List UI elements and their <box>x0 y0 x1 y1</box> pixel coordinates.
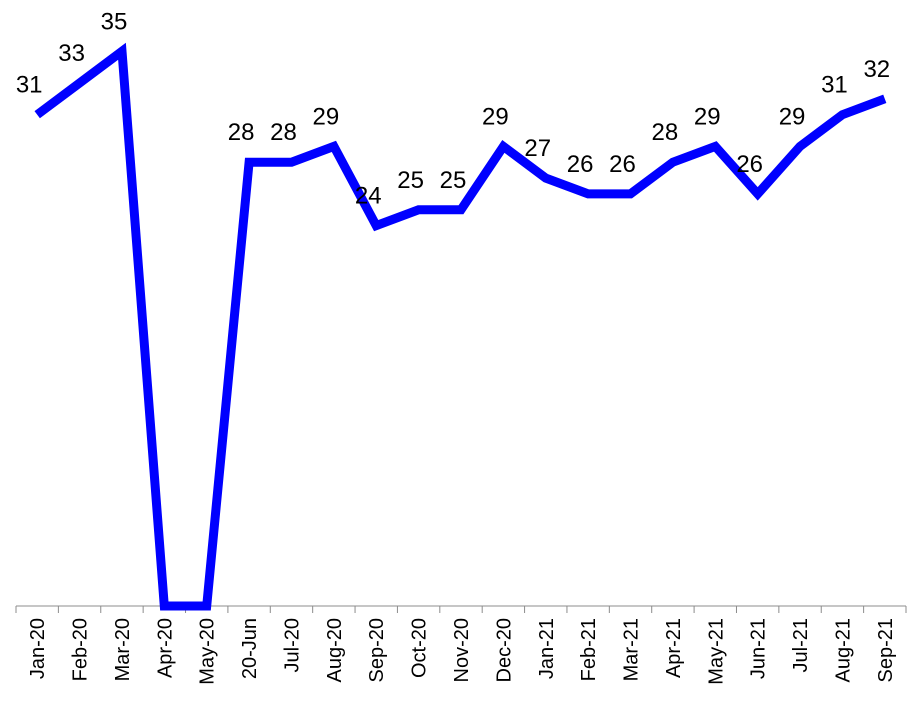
data-point <box>33 111 41 119</box>
data-label: 31 <box>821 72 848 99</box>
data-point <box>76 79 84 87</box>
x-tick-label: Mar-20 <box>112 618 134 681</box>
data-label: 26 <box>736 151 763 178</box>
data-point <box>711 142 719 150</box>
x-tick-label: Apr-20 <box>154 618 176 678</box>
data-point <box>372 222 380 230</box>
data-label: 29 <box>313 103 340 130</box>
data-label: 27 <box>524 135 551 162</box>
data-point <box>754 190 762 198</box>
data-point <box>669 158 677 166</box>
x-tick-label: Aug-20 <box>324 618 346 683</box>
series-line-group <box>33 42 889 611</box>
x-tick-label: May-21 <box>705 618 727 685</box>
data-point <box>203 602 211 610</box>
x-tick-label: Jul-21 <box>790 618 812 672</box>
data-label: 26 <box>609 151 636 178</box>
data-point <box>245 158 253 166</box>
data-label: 31 <box>16 72 43 99</box>
x-tick-label: Feb-20 <box>70 618 92 681</box>
x-tick-label: Jul-20 <box>281 618 303 672</box>
x-tick-label: Jan-20 <box>27 618 49 679</box>
x-tick-label: Dec-20 <box>493 618 515 682</box>
data-label: 25 <box>440 167 467 194</box>
x-tick-label: May-20 <box>197 618 219 685</box>
data-point <box>627 190 635 198</box>
x-tick-label: 20-Jun <box>239 618 261 679</box>
data-label: 29 <box>482 103 509 130</box>
data-point <box>881 95 889 103</box>
data-point <box>457 206 465 214</box>
x-tick-label: Aug-21 <box>832 618 854 683</box>
data-label: 29 <box>779 103 806 130</box>
x-tick-label: Nov-20 <box>451 618 473 682</box>
data-label: 28 <box>652 119 679 146</box>
x-tick-label: Sep-20 <box>366 618 388 683</box>
data-point <box>330 142 338 150</box>
data-label: 25 <box>397 167 424 194</box>
data-label: 32 <box>863 56 890 83</box>
data-point <box>118 47 126 55</box>
data-label: 26 <box>567 151 594 178</box>
data-point <box>160 602 168 610</box>
data-label: 28 <box>228 119 255 146</box>
x-tick-label: Jan-21 <box>536 618 558 679</box>
x-tick-label: Apr-21 <box>663 618 685 678</box>
data-label: 24 <box>355 183 382 210</box>
x-tick-label: Oct-20 <box>409 618 431 678</box>
data-labels: 31 33 35 28 28 29 24 25 25 29 27 26 26 28 29 26 29 31 32 <box>16 8 890 209</box>
data-label: 35 <box>101 8 128 35</box>
data-point <box>584 190 592 198</box>
data-point <box>796 142 804 150</box>
data-point <box>415 206 423 214</box>
series-line <box>34 42 887 611</box>
x-tick-label: Feb-21 <box>578 618 600 681</box>
data-label: 29 <box>694 103 721 130</box>
x-axis <box>15 605 907 613</box>
data-label: 33 <box>58 40 85 67</box>
x-tick-labels: Jan-20 Feb-20 Mar-20 Apr-20 May-20 20-Jun Jul-… <box>27 618 897 685</box>
data-point <box>838 111 846 119</box>
data-point <box>542 174 550 182</box>
data-point <box>287 158 295 166</box>
data-point <box>499 142 507 150</box>
x-tick-label: Jun-21 <box>748 618 770 679</box>
x-tick-label: Mar-21 <box>621 618 643 681</box>
data-label: 28 <box>270 119 297 146</box>
x-tick-label: Sep-21 <box>875 618 897 683</box>
